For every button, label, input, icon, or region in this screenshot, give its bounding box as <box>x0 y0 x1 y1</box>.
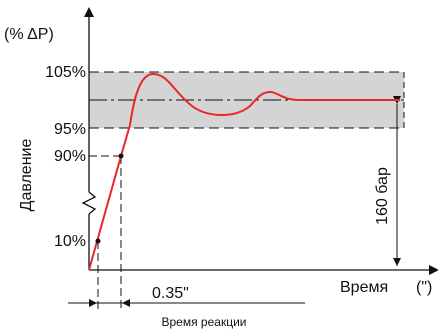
level-label-95: 95% <box>54 121 86 138</box>
pressure-span-label: 160 бар <box>374 167 391 225</box>
y-unit-label: (% ΔP) <box>4 26 54 43</box>
level-label-105: 105% <box>45 64 86 81</box>
point-10-percent <box>95 238 101 244</box>
point-90-percent <box>118 153 124 159</box>
y-axis-title: Давление <box>18 139 35 212</box>
response-time-label: Время реакции <box>162 315 247 329</box>
pressure-response-curve <box>88 72 400 271</box>
x-unit-label: (") <box>416 279 432 296</box>
response-time-value: 0.35" <box>152 285 189 302</box>
level-label-90: 90% <box>54 148 86 165</box>
x-axis-title: Время <box>340 279 388 296</box>
y-axis-break <box>81 191 97 215</box>
level-label-10: 10% <box>54 233 86 250</box>
